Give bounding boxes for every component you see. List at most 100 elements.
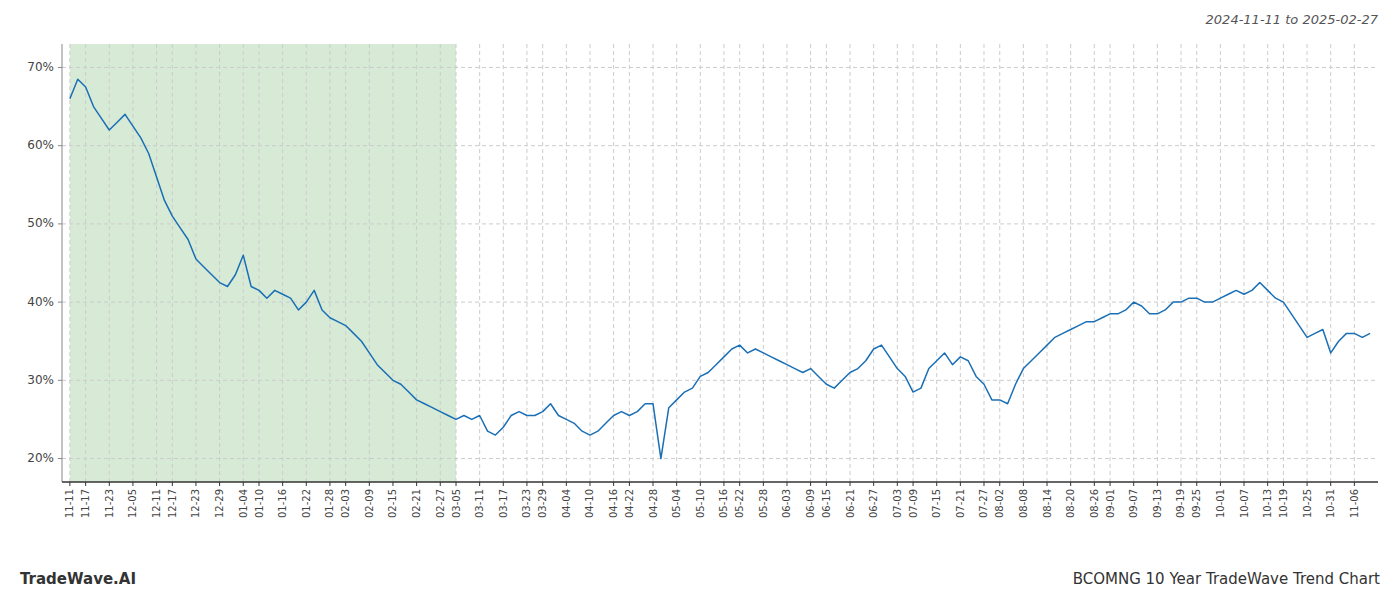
- x-tick: [1220, 482, 1221, 486]
- x-tick-label: 08-14: [1042, 489, 1053, 518]
- x-grid-line: [1047, 44, 1048, 482]
- x-tick: [913, 482, 914, 486]
- x-tick: [243, 482, 244, 486]
- x-tick: [1047, 482, 1048, 486]
- y-tick-label: 60%: [27, 138, 54, 152]
- x-tick-label: 12-29: [214, 489, 225, 518]
- x-grid-line: [913, 44, 914, 482]
- x-axis: 11-1111-1711-2312-0512-1112-1712-2312-29…: [64, 482, 1359, 518]
- x-grid-line: [629, 44, 630, 482]
- x-tick-label: 06-15: [821, 489, 832, 518]
- x-grid-line: [85, 44, 86, 482]
- x-tick-label: 04-10: [584, 489, 595, 518]
- x-tick: [195, 482, 196, 486]
- x-grid-line: [503, 44, 504, 482]
- x-grid-line: [392, 44, 393, 482]
- x-tick-label: 05-16: [718, 489, 729, 518]
- x-tick: [1267, 482, 1268, 486]
- grid: [62, 44, 1378, 482]
- x-grid-line: [1094, 44, 1095, 482]
- y-axis-line: [62, 44, 63, 482]
- x-tick: [566, 482, 567, 486]
- x-grid-line: [653, 44, 654, 482]
- x-tick: [700, 482, 701, 486]
- x-grid-line: [1307, 44, 1308, 482]
- x-grid-line: [739, 44, 740, 482]
- x-grid-line: [763, 44, 764, 482]
- x-tick: [345, 482, 346, 486]
- x-grid-line: [243, 44, 244, 482]
- x-tick-label: 11-06: [1349, 489, 1360, 518]
- x-tick: [1157, 482, 1158, 486]
- x-tick: [739, 482, 740, 486]
- x-tick-label: 05-28: [758, 489, 769, 518]
- y-tick-label: 30%: [27, 373, 54, 387]
- x-tick: [219, 482, 220, 486]
- x-tick-label: 01-04: [238, 489, 249, 518]
- x-tick-label: 10-31: [1325, 489, 1336, 518]
- x-tick: [416, 482, 417, 486]
- x-grid-line: [1244, 44, 1245, 482]
- x-tick: [589, 482, 590, 486]
- y-tick-label: 70%: [27, 60, 54, 74]
- x-tick: [1354, 482, 1355, 486]
- x-grid-line: [786, 44, 787, 482]
- x-tick-label: 05-22: [734, 489, 745, 518]
- x-tick-label: 07-09: [908, 489, 919, 518]
- x-grid-line: [810, 44, 811, 482]
- x-tick-label: 12-05: [127, 489, 138, 518]
- x-grid-line: [526, 44, 527, 482]
- title: 2024-11-11 to 2025-02-27: [1206, 12, 1379, 27]
- x-grid-line: [566, 44, 567, 482]
- y-grid-line: [62, 223, 1378, 224]
- x-tick-label: 08-08: [1018, 489, 1029, 518]
- x-grid-line: [416, 44, 417, 482]
- x-tick: [526, 482, 527, 486]
- highlight-span: [70, 44, 456, 482]
- x-tick-label: 11-23: [104, 489, 115, 518]
- x-grid-line: [1133, 44, 1134, 482]
- footer-left: TradeWave.AI: [20, 570, 136, 588]
- x-grid-line: [456, 44, 457, 482]
- x-tick-label: 03-17: [498, 489, 509, 518]
- x-tick: [542, 482, 543, 486]
- x-tick: [392, 482, 393, 486]
- x-tick-label: 03-23: [521, 489, 532, 518]
- x-tick: [810, 482, 811, 486]
- x-tick-label: 08-20: [1065, 489, 1076, 518]
- x-tick: [1023, 482, 1024, 486]
- x-tick: [156, 482, 157, 486]
- x-tick-label: 09-01: [1105, 489, 1116, 518]
- x-tick-label: 02-15: [387, 489, 398, 518]
- x-grid-line: [109, 44, 110, 482]
- x-grid-line: [1196, 44, 1197, 482]
- x-tick: [172, 482, 173, 486]
- x-tick-label: 05-10: [695, 489, 706, 518]
- x-tick-label: 08-02: [994, 489, 1005, 518]
- x-tick: [936, 482, 937, 486]
- x-grid-line: [306, 44, 307, 482]
- x-tick: [1283, 482, 1284, 486]
- x-tick: [676, 482, 677, 486]
- x-grid-line: [156, 44, 157, 482]
- footer-right: BCOMNG 10 Year TradeWave Trend Chart: [1073, 570, 1380, 588]
- x-tick-label: 02-21: [411, 489, 422, 518]
- x-grid-line: [1180, 44, 1181, 482]
- y-tick-label: 20%: [27, 451, 54, 465]
- y-tick: [58, 302, 62, 303]
- x-tick-label: 03-05: [451, 489, 462, 518]
- trend-line: [70, 79, 1370, 458]
- x-tick-label: 06-27: [868, 489, 879, 518]
- x-tick-label: 03-11: [474, 489, 485, 518]
- x-tick: [983, 482, 984, 486]
- x-grid-line: [345, 44, 346, 482]
- x-grid-line: [1110, 44, 1111, 482]
- x-tick: [85, 482, 86, 486]
- x-tick-label: 09-19: [1175, 489, 1186, 518]
- x-grid-line: [542, 44, 543, 482]
- x-grid-line: [195, 44, 196, 482]
- y-tick-label: 50%: [27, 216, 54, 230]
- x-tick: [1307, 482, 1308, 486]
- x-grid-line: [1023, 44, 1024, 482]
- x-grid-line: [440, 44, 441, 482]
